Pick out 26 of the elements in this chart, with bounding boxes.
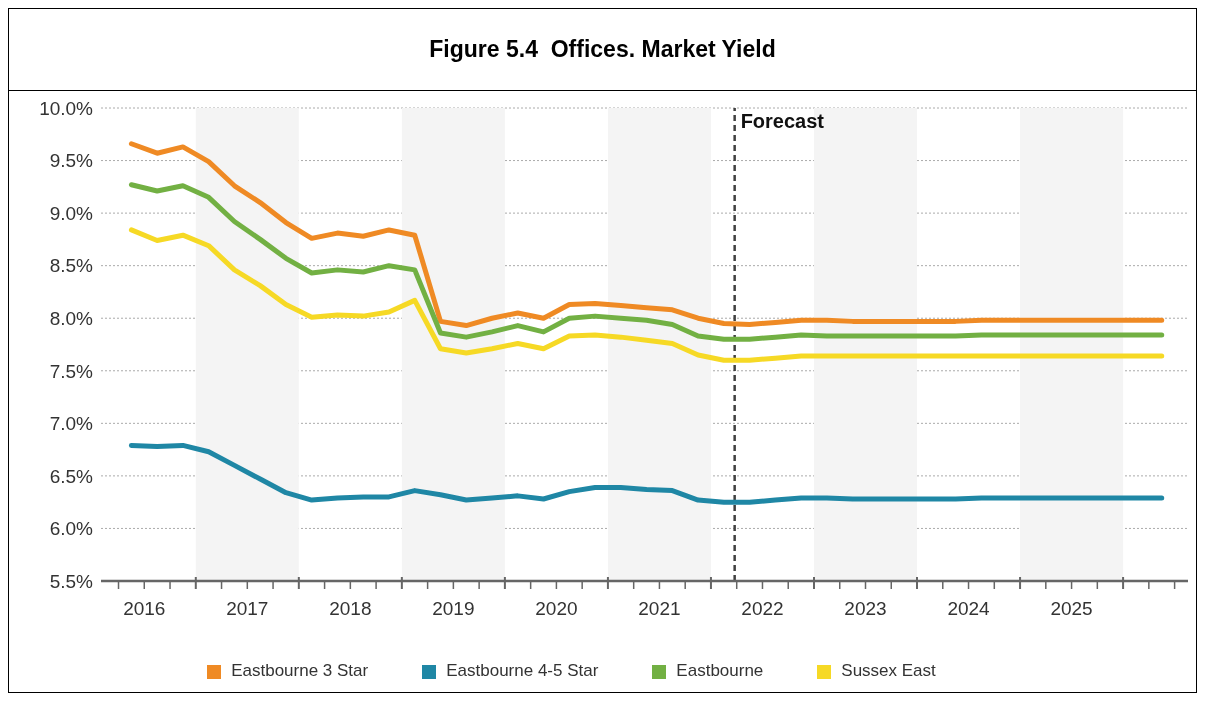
y-tick-label: 8.5%	[49, 255, 94, 277]
x-tick-label: 2018	[329, 598, 372, 619]
y-tick-label: 5.5%	[49, 570, 94, 592]
x-tick-label: 2022	[741, 598, 784, 619]
x-tick-label: 2024	[947, 598, 991, 619]
ref-line-label: Forecast	[740, 110, 825, 133]
y-tick-label: 8.0%	[49, 307, 94, 329]
legend-label: Eastbourne 4-5 Star	[446, 661, 599, 680]
legend-label: Eastbourne	[676, 661, 764, 680]
legend-label: Sussex East	[841, 661, 936, 680]
y-tick-label: 6.0%	[49, 518, 94, 540]
y-tick-label: 9.0%	[49, 202, 94, 224]
y-tick-label: 7.0%	[49, 413, 94, 435]
y-tick-label: 9.5%	[49, 150, 94, 172]
x-tick-label: 2016	[123, 598, 166, 619]
x-tick-label: 2023	[844, 598, 887, 619]
y-tick-label: 7.5%	[49, 360, 94, 382]
legend-label: Eastbourne 3 Star	[231, 661, 369, 680]
x-tick-label: 2021	[638, 598, 681, 619]
x-tick-label: 2025	[1050, 598, 1093, 619]
x-tick-label: 2019	[432, 598, 475, 619]
chart-title: Figure 5.4 Offices. Market Yield	[9, 9, 1196, 91]
x-tick-label: 2020	[535, 598, 578, 619]
x-tick-label: 2017	[226, 598, 269, 619]
y-tick-label: 6.5%	[49, 465, 94, 487]
y-tick-label: 10.0%	[39, 97, 94, 119]
